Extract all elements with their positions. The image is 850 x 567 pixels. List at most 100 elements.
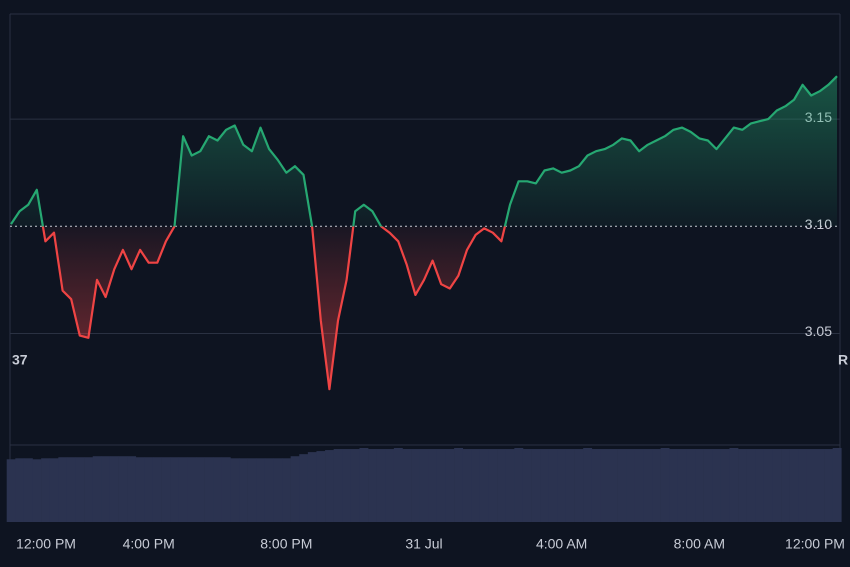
volume-bar: [798, 449, 808, 522]
x-tick-label: 8:00 AM: [674, 536, 725, 552]
volume-bar: [170, 457, 180, 522]
volume-bar: [789, 449, 799, 522]
volume-bar: [738, 449, 747, 522]
volume-bar: [161, 457, 171, 522]
volume-bar: [15, 458, 25, 522]
volume-bar: [385, 449, 395, 522]
volume-bar: [84, 457, 94, 522]
volume-bar: [299, 454, 309, 522]
volume-bar: [686, 449, 696, 522]
volume-bar: [479, 449, 489, 522]
volume-bar: [557, 449, 567, 522]
volume-bar: [712, 449, 722, 522]
volume-bar: [273, 458, 283, 522]
volume-bar: [471, 449, 481, 522]
volume-bar: [591, 449, 601, 522]
volume-bar: [428, 449, 438, 522]
x-tick-label: 12:00 PM: [785, 536, 845, 552]
volume-bar: [41, 458, 51, 522]
volume-bar: [815, 449, 825, 522]
volume-bar: [720, 449, 730, 522]
volume-bar: [239, 458, 248, 522]
volume-bar: [307, 452, 317, 522]
volume-bar: [772, 449, 782, 522]
right-fragment: R: [838, 352, 848, 368]
volume-bar: [32, 459, 42, 522]
volume-bar: [333, 449, 343, 522]
volume-bar: [127, 456, 137, 522]
volume-bar: [617, 449, 627, 522]
volume-bar: [256, 458, 266, 522]
volume-bar: [746, 449, 756, 522]
volume-bar: [359, 448, 369, 522]
volume-bar: [350, 449, 360, 522]
volume-bar: [23, 458, 33, 522]
volume-bar: [290, 456, 300, 522]
volume-bar: [101, 456, 111, 522]
left-fragment: 37: [12, 352, 28, 368]
volume-bar: [66, 457, 76, 522]
volume-bar: [514, 448, 524, 522]
volume-bar: [583, 448, 593, 522]
volume-bar: [75, 457, 85, 522]
x-tick-label: 12:00 PM: [16, 536, 76, 552]
volume-bar: [152, 457, 162, 522]
volume-bar: [118, 456, 128, 522]
volume-bar: [49, 458, 59, 522]
volume-bar: [264, 458, 274, 522]
volume-bar: [824, 449, 833, 522]
volume-bar: [462, 449, 472, 522]
volume-bar: [608, 449, 618, 522]
volume-bar: [781, 449, 790, 522]
volume-bar: [548, 449, 558, 522]
volume-bar: [669, 449, 679, 522]
volume-bar: [247, 458, 257, 522]
volume-bar: [505, 449, 515, 522]
volume-bar: [402, 449, 412, 522]
y-tick-label: 3.05: [805, 323, 832, 339]
volume-bar: [729, 448, 739, 522]
volume-bar: [230, 458, 240, 522]
volume-bar: [58, 457, 68, 522]
volume-bar: [368, 449, 377, 522]
volume-bar: [282, 458, 291, 522]
volume-bar: [652, 449, 661, 522]
volume-bar: [342, 449, 352, 522]
area: [11, 76, 837, 390]
volume-bar: [376, 449, 386, 522]
volume-bar: [445, 449, 455, 522]
volume-bar: [213, 457, 223, 522]
volume-bar: [92, 456, 102, 522]
volume-bar: [574, 449, 584, 522]
volume-bar: [436, 449, 446, 522]
volume-bar: [531, 449, 541, 522]
volume-bar: [109, 456, 119, 522]
volume-bar: [660, 448, 670, 522]
volume-bar: [221, 457, 231, 522]
volume-bar: [565, 449, 575, 522]
volume-bar: [135, 457, 145, 522]
volume-bar: [695, 449, 704, 522]
volume-bar: [204, 457, 214, 522]
volume-bar: [755, 449, 765, 522]
volume-bar: [832, 448, 842, 522]
volume-bar: [393, 448, 403, 522]
x-tick-label: 8:00 PM: [260, 536, 312, 552]
volume-bar: [187, 457, 197, 522]
volume-bar: [316, 451, 326, 522]
volume-bar: [144, 457, 154, 522]
volume-bar: [763, 449, 773, 522]
price-line: [10, 75, 838, 391]
volume-bar: [703, 449, 713, 522]
volume-bar: [634, 449, 644, 522]
volume-bar: [419, 449, 429, 522]
volume-bar: [178, 457, 188, 522]
x-tick-label: 31 Jul: [405, 536, 442, 552]
x-tick-label: 4:00 PM: [123, 536, 175, 552]
volume-bar: [411, 449, 420, 522]
volume-bar: [643, 449, 653, 522]
volume-bar: [6, 459, 16, 522]
volume-bar: [195, 457, 205, 522]
